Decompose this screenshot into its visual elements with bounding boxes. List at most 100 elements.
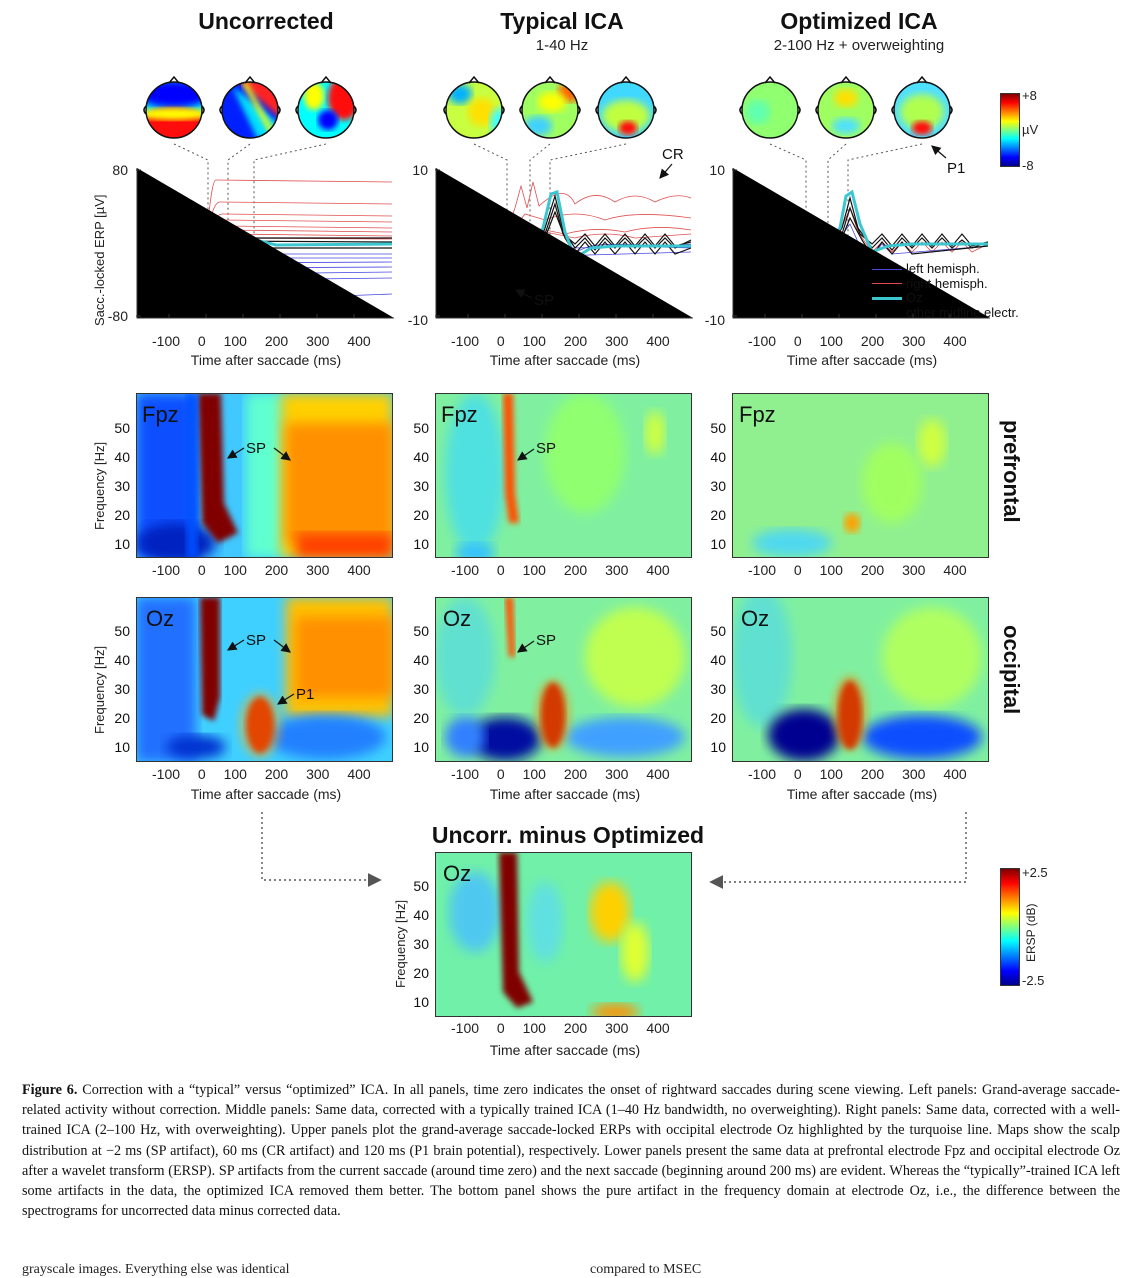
legend-swatch: [872, 311, 902, 314]
legend-label: Oz: [906, 290, 923, 305]
tf-electrode-label: Oz: [741, 606, 770, 631]
map-colorbar-top: +8: [1022, 88, 1037, 103]
annotation-sp: SP: [536, 440, 557, 457]
scalp-map: [443, 76, 505, 139]
tf-map-uncorrected-fpz: [136, 393, 393, 558]
tf-map-optimized-fpz: [732, 393, 989, 558]
erp-xticks: -100 0 100 200 300 400: [451, 333, 670, 349]
scalp-map: [595, 76, 657, 139]
col-title-typical: Typical ICA: [500, 8, 624, 34]
tf-map-difference-oz: [435, 852, 692, 1017]
arrow-icon: [226, 447, 291, 461]
tf-map-optimized-oz: [732, 597, 989, 762]
footer-text-left: grayscale images. Everything else was id…: [22, 1262, 290, 1277]
erp-ytick-top: 80: [112, 162, 128, 178]
erp-ytick-bottom: -10: [704, 312, 725, 328]
erp-plot-optimized: [732, 168, 990, 319]
legend-label: other midline electr.: [906, 304, 1019, 320]
tf-xticks: -100 0 100 200 300 400: [451, 562, 670, 578]
tf-electrode-label: Oz: [443, 861, 472, 886]
col-subtitle-optimized: 2-100 Hz + overweighting: [773, 37, 945, 54]
tf-ylabel: Frequency [Hz]: [92, 645, 107, 734]
scalp-map: [891, 76, 953, 139]
arrow-icon: [226, 639, 291, 653]
arrow-icon: [514, 289, 533, 299]
scalp-map: [739, 76, 801, 139]
legend-label: right hemisph.: [906, 275, 988, 291]
tf-xticks: -100 0 100 200 300 400: [152, 766, 371, 782]
tf-yticks: 50 40 30 20 10: [710, 623, 726, 755]
tf-electrode-label: Fpz: [142, 402, 179, 427]
tf-yticks: 50 40 30 20 10: [710, 420, 726, 552]
scalp-map: [519, 76, 581, 139]
erp-ytick-bottom: -10: [407, 312, 428, 328]
erp-ytick-top: 10: [709, 162, 725, 178]
erp-xlabel: Time after saccade (ms): [786, 352, 938, 368]
erp-ytick-top: 10: [412, 162, 428, 178]
tf-electrode-label: Oz: [146, 606, 175, 631]
ersp-colorbar: [1000, 868, 1020, 986]
annotation-sp: SP: [246, 632, 267, 649]
legend-item: left hemisph.: [872, 261, 1019, 277]
annotation-p1: P1: [296, 686, 315, 703]
tf-yticks: 50 40 30 20 10: [114, 420, 130, 552]
map-colorbar-bottom: -8: [1022, 158, 1034, 173]
tf-xticks: -100 0 100 200 300 400: [451, 1020, 670, 1036]
tf-xlabel: Time after saccade (ms): [190, 786, 342, 802]
legend-swatch: [872, 283, 902, 285]
tf-xlabel: Time after saccade (ms): [786, 786, 938, 802]
annotation-sp: SP: [246, 440, 267, 457]
erp-ytick-bottom: -80: [107, 308, 128, 324]
legend-item: Oz: [872, 290, 1019, 306]
arrow-icon: [931, 145, 947, 159]
scalp-map: [815, 76, 877, 139]
tf-xlabel: Time after saccade (ms): [489, 786, 641, 802]
ersp-colorbar-unit: ERSP (dB): [1024, 903, 1038, 962]
erp-xticks: -100 0 100 200 300 400: [748, 333, 967, 349]
connector-arrow: [261, 812, 382, 887]
tf-yticks: 50 40 30 20 10: [413, 878, 429, 1010]
scalp-map: [295, 76, 357, 139]
erp-xticks: -100 0 100 200 300 400: [152, 333, 371, 349]
ersp-colorbar-bottom: -2.5: [1022, 973, 1045, 988]
legend-item: other midline electr.: [872, 304, 1019, 321]
arrow-icon: [517, 448, 535, 461]
erp-xlabel: Time after saccade (ms): [489, 352, 641, 368]
tf-xticks: -100 0 100 200 300 400: [152, 562, 371, 578]
erp-ylabel: Sacc.-locked ERP [µV]: [92, 194, 107, 326]
erp-legend: left hemisph. right hemisph. Oz other mi…: [872, 261, 1019, 321]
tf-map-typical-fpz: [435, 393, 692, 558]
scalp-map: [143, 76, 205, 139]
map-colorbar-unit: µV: [1022, 122, 1039, 137]
erp-plot-uncorrected: [136, 168, 394, 319]
tf-electrode-label: Fpz: [441, 402, 478, 427]
legend-swatch: [872, 296, 902, 300]
tf-xticks: -100 0 100 200 300 400: [451, 766, 670, 782]
annotation-p1: P1: [947, 160, 966, 177]
diff-xlabel: Time after saccade (ms): [489, 1042, 641, 1058]
caption-label: Figure 6.: [22, 1082, 78, 1098]
connector-arrow: [709, 812, 967, 889]
tf-yticks: 50 40 30 20 10: [413, 420, 429, 552]
arrow-icon: [517, 640, 535, 653]
erp-xlabel: Time after saccade (ms): [190, 352, 342, 368]
row-label-prefrontal: prefrontal: [999, 420, 1024, 523]
tf-yticks: 50 40 30 20 10: [114, 623, 130, 755]
tf-map-typical-oz: [435, 597, 692, 762]
caption-text: Correction with a “typical” versus “opti…: [22, 1082, 1121, 1220]
row-label-occipital: occipital: [999, 625, 1024, 715]
tf-electrode-label: Oz: [443, 606, 472, 631]
tf-xticks: -100 0 100 200 300 400: [748, 766, 967, 782]
legend-item: right hemisph.: [872, 275, 1019, 292]
scalp-map: [219, 76, 281, 139]
col-title-uncorrected: Uncorrected: [198, 8, 334, 34]
annotation-sp: SP: [534, 292, 555, 309]
figure-caption: Figure 6. Correction with a “typical” ve…: [22, 1080, 1120, 1221]
col-subtitle-typical: 1-40 Hz: [535, 37, 589, 54]
tf-xticks: -100 0 100 200 300 400: [748, 562, 967, 578]
annotation-sp: SP: [536, 632, 557, 649]
diff-title: Uncorr. minus Optimized: [431, 822, 705, 848]
legend-label: left hemisph.: [906, 261, 980, 276]
legend-swatch: [872, 268, 902, 270]
arrow-icon: [659, 163, 673, 179]
